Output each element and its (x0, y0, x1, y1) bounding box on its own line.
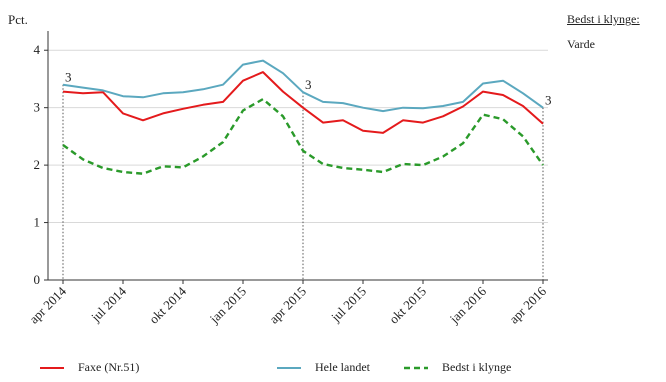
y-tick-labels: 0 1 2 3 4 (34, 42, 41, 287)
legend-label-hele-landet: Hele landet (315, 360, 370, 374)
gridlines (48, 49, 548, 224)
legend-entry-bedst-i-klynge: Bedst i klynge (404, 360, 511, 375)
legend-label-bedst-i-klynge: Bedst i klynge (442, 360, 512, 374)
series-line-bedst-i-klynge (62, 97, 544, 175)
y-axis-label: Pct. (8, 12, 28, 27)
legend-swatch-faxe (40, 366, 64, 369)
x-tick-label-6: okt 2015 (386, 284, 429, 327)
y-tick-label-3: 3 (34, 100, 41, 115)
x-tick-labels: apr 2014 jul 2014 okt 2014 jan 2015 apr 2015… (26, 283, 549, 327)
annotation-label-2: 3 (545, 93, 552, 108)
y-tick-label-2: 2 (34, 157, 41, 172)
axes (44, 31, 548, 284)
x-tick-label-2: okt 2014 (146, 283, 189, 326)
y-tick-label-1: 1 (34, 215, 41, 230)
x-tick-label-4: apr 2015 (266, 284, 309, 327)
series-line-faxe (62, 71, 544, 134)
x-tick-label-3: jan 2015 (206, 284, 249, 327)
series-line-hele-landet (62, 59, 544, 113)
y-tick-label-4: 4 (34, 42, 41, 57)
x-tick-label-5: jul 2015 (327, 284, 369, 326)
annotation-labels: 3 3 3 (65, 70, 552, 108)
legend-entry-faxe: Faxe (Nr.51) (40, 360, 139, 375)
annotation-lines (62, 84, 544, 280)
x-tick-label-7: jan 2016 (446, 283, 490, 327)
legend-entry-hele-landet: Hele landet (277, 360, 370, 375)
series-lines (62, 59, 544, 175)
legend-swatch-hele-landet (277, 366, 301, 369)
x-tick-label-8: apr 2016 (506, 283, 549, 326)
annotation-label-0: 3 (65, 70, 72, 85)
side-panel-item: Varde (567, 37, 595, 51)
annotation-label-1: 3 (305, 77, 312, 92)
x-tick-label-0: apr 2014 (26, 283, 69, 326)
legend-label-faxe: Faxe (Nr.51) (78, 360, 140, 374)
side-panel-title: Bedst i klynge: (567, 12, 640, 26)
x-tick-label-1: jul 2014 (87, 283, 129, 325)
legend-swatch-bedst-i-klynge (404, 366, 428, 369)
legend: Faxe (Nr.51) Hele landet Bedst i klynge (0, 360, 666, 380)
y-tick-label-0: 0 (34, 272, 41, 287)
